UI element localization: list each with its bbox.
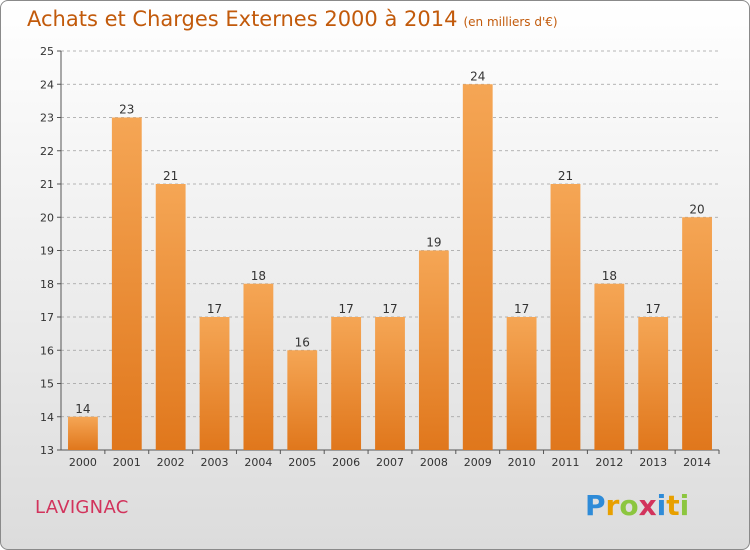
y-tick-label: 23	[40, 112, 54, 125]
x-tick-label: 2000	[69, 456, 97, 469]
bar	[243, 283, 274, 450]
bar	[375, 317, 405, 450]
data-label: 19	[426, 236, 441, 250]
y-tick-label: 25	[40, 45, 54, 58]
chart-title: Achats et Charges Externes 2000 à 2014 (e…	[27, 7, 558, 31]
data-label: 16	[295, 335, 310, 349]
data-label: 14	[75, 402, 90, 416]
bar	[506, 317, 537, 450]
data-label: 21	[558, 169, 573, 183]
data-label: 23	[119, 103, 134, 117]
x-tick-labels: 2000 2001 2002 2003 2004 2005 2006 2007 2008 2009…	[69, 456, 711, 469]
bar	[418, 250, 449, 450]
y-tick-label: 21	[40, 178, 54, 191]
data-labels: 14 23 21 17 18 16 17 17 19 24 17 21 18 17 20	[75, 69, 704, 416]
x-tick-label: 2010	[508, 456, 536, 469]
bar	[462, 84, 493, 450]
data-label: 17	[382, 302, 397, 316]
data-label: 17	[646, 302, 661, 316]
data-label: 17	[207, 302, 222, 316]
bar	[155, 184, 186, 450]
x-tick-label: 2001	[113, 456, 141, 469]
y-tick-labels: 13 14 15 16 17 18 19 20 21 22 23 24 25	[40, 45, 54, 457]
x-tick-label: 2014	[683, 456, 711, 469]
bar	[550, 184, 581, 450]
y-tick-label: 14	[40, 411, 54, 424]
x-tick-label: 2009	[464, 456, 492, 469]
x-tick-label: 2012	[595, 456, 623, 469]
data-label: 17	[514, 302, 529, 316]
chart-unit: (en milliers d'€)	[463, 15, 558, 29]
bar	[199, 317, 230, 450]
y-tick-label: 20	[40, 211, 54, 224]
chart-title-text: Achats et Charges Externes 2000 à 2014	[27, 7, 458, 31]
x-tick-label: 2013	[639, 456, 667, 469]
proxiti-logo: Proxiti	[585, 489, 690, 522]
x-tick-label: 2002	[157, 456, 185, 469]
x-tick-label: 2011	[551, 456, 579, 469]
x-tick-label: 2003	[201, 456, 229, 469]
bar	[331, 317, 362, 450]
y-tick-label: 13	[40, 444, 54, 457]
data-label: 24	[470, 69, 485, 83]
y-tick-label: 22	[40, 145, 54, 158]
bars	[68, 84, 712, 450]
y-tick-label: 24	[40, 78, 54, 91]
x-tick-label: 2008	[420, 456, 448, 469]
town-name: LAVIGNAC	[35, 497, 129, 518]
x-tick-label: 2005	[288, 456, 316, 469]
y-tick-label: 19	[40, 245, 54, 258]
data-label: 18	[602, 269, 617, 283]
y-tick-label: 18	[40, 278, 54, 291]
data-label: 18	[251, 269, 266, 283]
y-tick-label: 15	[40, 378, 54, 391]
data-label: 20	[689, 202, 704, 216]
bar	[68, 416, 98, 450]
bar	[682, 217, 712, 450]
data-label: 21	[163, 169, 178, 183]
y-tick-label: 17	[40, 311, 54, 324]
bar	[111, 117, 142, 450]
x-tick-label: 2006	[332, 456, 360, 469]
data-label: 17	[338, 302, 353, 316]
x-tick-label: 2004	[244, 456, 272, 469]
y-tick-label: 16	[40, 344, 54, 357]
bar	[594, 283, 625, 450]
bar	[287, 350, 318, 450]
x-tick-label: 2007	[376, 456, 404, 469]
bar	[638, 317, 669, 450]
